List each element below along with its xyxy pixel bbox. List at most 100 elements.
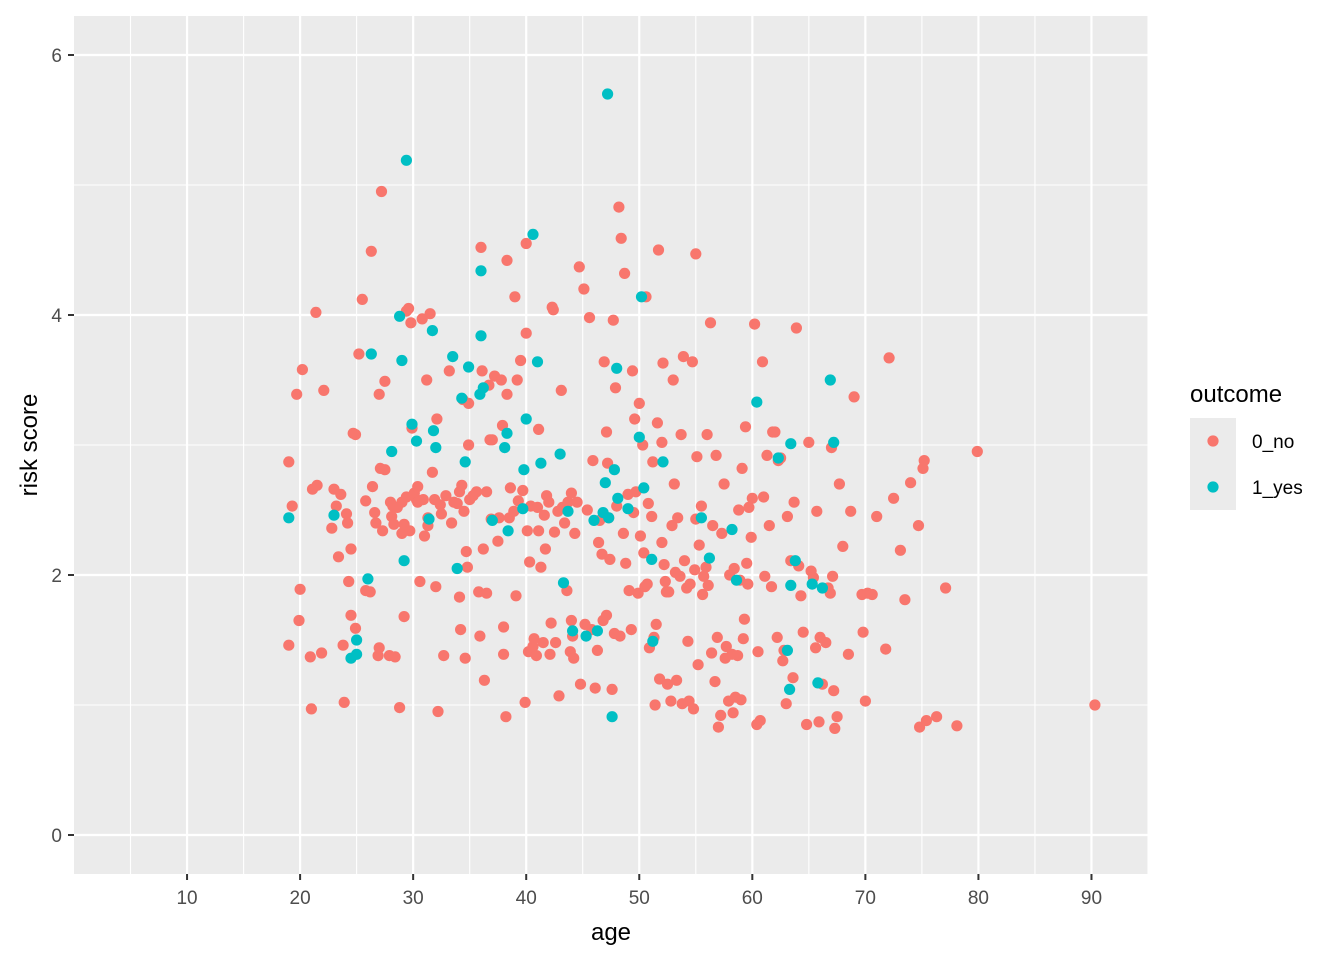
data-point-1_yes (531, 356, 544, 368)
data-point-0_no (649, 699, 661, 711)
data-point-1_yes (557, 577, 570, 589)
data-point-0_no (711, 631, 723, 644)
data-point-0_no (440, 490, 452, 502)
data-point-0_no (296, 364, 308, 376)
data-point-0_no (656, 536, 668, 549)
data-point-0_no (720, 640, 732, 653)
data-point-1_yes (730, 574, 743, 586)
data-point-0_no (533, 525, 545, 537)
data-point-0_no (349, 429, 362, 441)
y-tick-label: 2 (51, 566, 62, 587)
data-point-0_no (495, 374, 507, 386)
data-point-1_yes (657, 456, 669, 468)
data-point-0_no (837, 540, 849, 553)
data-point-1_yes (423, 513, 435, 525)
data-point-0_no (364, 586, 376, 598)
data-point-0_no (530, 650, 543, 662)
data-point-0_no (283, 456, 295, 468)
data-point-0_no (548, 526, 561, 538)
data-point-0_no (524, 556, 536, 568)
data-point-1_yes (638, 482, 650, 494)
data-point-0_no (625, 624, 637, 636)
data-point-0_no (591, 644, 604, 657)
data-point-0_no (404, 525, 416, 537)
data-point-0_no (565, 614, 578, 627)
major-gridlines (74, 16, 1148, 874)
data-point-0_no (453, 591, 466, 603)
data-point-0_no (763, 520, 775, 532)
data-point-0_no (663, 586, 675, 598)
data-point-0_no (829, 722, 841, 735)
data-point-0_no (398, 611, 410, 623)
data-point-0_no (459, 652, 471, 664)
data-point-0_no (701, 429, 713, 441)
data-point-0_no (641, 578, 653, 590)
data-point-0_no (606, 683, 618, 696)
data-point-0_no (389, 651, 401, 663)
data-point-1_yes (475, 330, 487, 342)
data-point-0_no (405, 317, 417, 329)
data-point-0_no (291, 388, 303, 400)
legend-label-1_yes: 1_yes (1252, 478, 1303, 499)
data-point-0_no (481, 587, 493, 599)
data-point-0_no (545, 617, 557, 629)
data-point-0_no (461, 561, 473, 573)
data-point-0_no (571, 496, 583, 508)
data-point-0_no (642, 497, 654, 510)
data-point-1_yes (517, 503, 529, 515)
legend-title: outcome (1190, 381, 1282, 408)
data-point-0_no (519, 696, 531, 709)
data-point-1_yes (611, 362, 623, 374)
data-point-0_no (741, 557, 753, 569)
data-point-0_no (310, 306, 322, 318)
data-point-1_yes (603, 512, 615, 524)
data-point-0_no (689, 564, 701, 576)
data-point-0_no (510, 590, 522, 602)
data-point-1_yes (518, 464, 530, 476)
data-point-0_no (581, 504, 593, 516)
data-point-0_no (418, 530, 431, 542)
data-point-1_yes (400, 154, 412, 166)
data-point-0_no (463, 439, 475, 451)
data-point-0_no (426, 466, 438, 478)
data-point-0_no (692, 659, 704, 671)
data-point-0_no (693, 539, 705, 551)
data-point-0_no (326, 522, 338, 534)
data-point-0_no (421, 374, 433, 386)
data-point-0_no (620, 557, 632, 569)
data-point-0_no (671, 674, 683, 686)
data-point-1_yes (351, 648, 363, 660)
data-point-1_yes (427, 425, 440, 437)
data-point-1_yes (410, 435, 423, 447)
data-point-0_no (820, 637, 832, 649)
data-point-0_no (340, 508, 353, 520)
data-point-0_no (626, 365, 639, 377)
data-point-0_no (759, 570, 771, 582)
data-point-0_no (737, 633, 749, 645)
data-point-0_no (700, 561, 712, 573)
data-point-1_yes (486, 514, 498, 527)
data-point-0_no (912, 520, 925, 532)
data-point-0_no (682, 635, 694, 647)
data-point-0_no (478, 674, 490, 686)
data-point-0_no (651, 417, 664, 429)
data-point-1_yes (646, 553, 658, 566)
data-point-0_no (650, 618, 662, 631)
data-point-0_no (604, 553, 616, 566)
data-point-0_no (377, 525, 389, 537)
data-point-1_yes (726, 523, 738, 536)
data-point-0_no (345, 543, 357, 555)
data-point-0_no (781, 510, 794, 523)
data-point-0_no (424, 308, 436, 320)
legend: outcome 0_no 1_yes (1190, 381, 1303, 510)
data-point-1_yes (328, 509, 340, 521)
data-point-0_no (394, 702, 406, 714)
data-points (283, 88, 1101, 735)
data-point-1_yes (386, 445, 398, 458)
data-point-0_no (543, 496, 555, 508)
data-point-0_no (360, 495, 372, 507)
data-point-1_yes (406, 418, 418, 430)
data-point-0_no (500, 711, 512, 723)
data-point-0_no (824, 587, 836, 599)
data-point-1_yes (781, 644, 794, 657)
